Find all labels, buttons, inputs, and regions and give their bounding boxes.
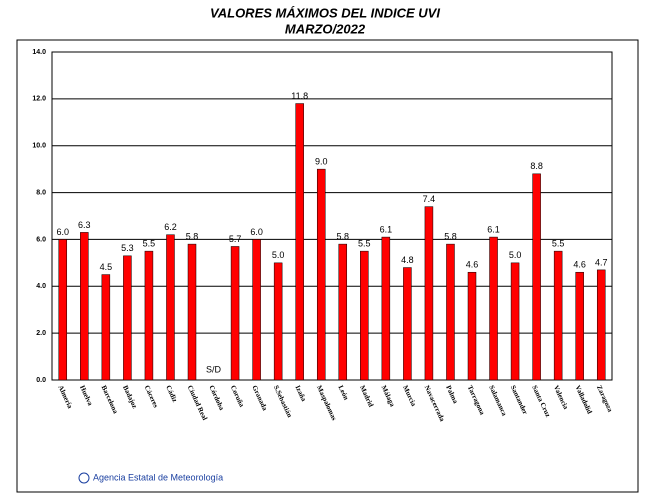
- x-tick-label: Salamanca: [487, 384, 508, 417]
- bar: [403, 267, 412, 381]
- bar: [553, 250, 563, 381]
- chart-title: VALORES MÁXIMOS DEL INDICE UVI: [210, 5, 440, 20]
- y-tick-label: 14.0: [32, 49, 46, 56]
- y-tick-label: 8.0: [36, 189, 46, 196]
- x-tick-label: Valencia: [552, 384, 570, 411]
- y-tick-label: 0.0: [36, 377, 46, 384]
- value-label: 8.8: [530, 161, 543, 171]
- x-tick-label: Huelva: [78, 384, 95, 407]
- value-label: 4.6: [466, 260, 479, 270]
- value-label: 5.5: [358, 239, 371, 249]
- value-label: 6.1: [487, 224, 500, 234]
- x-tick-label: Maspalomas: [315, 384, 338, 422]
- value-label: 9.0: [315, 157, 328, 167]
- bar: [467, 271, 477, 381]
- x-tick-label: Córdoba: [207, 384, 226, 412]
- value-label: 5.0: [272, 250, 285, 260]
- bar: [424, 206, 434, 381]
- bar: [58, 239, 68, 381]
- bar: [123, 255, 132, 381]
- x-tick-label: Ciudad Real: [186, 384, 209, 421]
- x-tick-label: Barcelona: [100, 384, 120, 415]
- x-tick-label: Madrid: [358, 384, 375, 408]
- x-tick-label: Coruña: [229, 384, 246, 409]
- value-label: 5.8: [444, 231, 457, 241]
- bar: [166, 234, 175, 381]
- value-label: 6.1: [380, 224, 393, 234]
- x-tick-label: Tarragona: [466, 384, 487, 417]
- x-tick-label: Zaragoza: [595, 384, 614, 414]
- x-tick-label: Navacerrada: [423, 384, 447, 423]
- bar: [101, 274, 111, 381]
- value-label: 4.5: [100, 262, 113, 272]
- value-label: 4.7: [595, 257, 608, 267]
- value-label: 6.3: [78, 220, 91, 230]
- x-tick-label: Valladolid: [573, 384, 593, 415]
- x-tick-label: Santander: [509, 384, 529, 416]
- bar: [316, 168, 326, 381]
- bar: [510, 262, 520, 381]
- y-tick-label: 2.0: [36, 330, 46, 337]
- frame: [16, 39, 639, 493]
- x-tick-label: Santa Cruz: [530, 384, 552, 418]
- bar: [575, 271, 584, 381]
- bar: [80, 232, 89, 381]
- plot-border: [51, 51, 613, 381]
- bar: [273, 262, 283, 381]
- bar: [295, 103, 304, 381]
- bar: [596, 269, 606, 381]
- value-label: 5.8: [186, 231, 199, 241]
- value-label: 5.8: [337, 231, 350, 241]
- bar: [489, 236, 498, 381]
- x-tick-label: S.Sebastián: [272, 384, 294, 419]
- x-tick-label: Izaña: [293, 384, 308, 403]
- x-tick-label: Palma: [444, 384, 460, 405]
- y-tick-label: 12.0: [32, 96, 46, 103]
- chart-subtitle: MARZO/2022: [285, 21, 366, 36]
- bar: [532, 173, 541, 381]
- y-tick-label: 6.0: [36, 236, 46, 243]
- bar: [360, 250, 369, 381]
- y-tick-label: 10.0: [32, 143, 46, 150]
- value-label: 5.5: [552, 239, 565, 249]
- x-tick-label: Granada: [250, 384, 269, 412]
- value-label: 5.3: [121, 243, 134, 253]
- x-tick-label: Badajoz: [121, 384, 139, 410]
- value-label: 5.0: [509, 250, 522, 260]
- value-label: 7.4: [423, 194, 436, 204]
- x-tick-label: Cádiz: [164, 384, 179, 403]
- x-tick-label: Almería: [56, 384, 74, 410]
- bar: [144, 250, 154, 381]
- y-tick-label: 4.0: [36, 283, 46, 290]
- value-label: 4.8: [401, 255, 414, 265]
- bar: [338, 243, 348, 381]
- bar: [230, 246, 240, 381]
- bar: [381, 236, 391, 381]
- value-label: 5.7: [229, 234, 242, 244]
- value-label: 5.5: [143, 239, 156, 249]
- bar: [187, 243, 197, 381]
- bar: [252, 239, 261, 381]
- value-label: S/D: [206, 364, 222, 374]
- x-tick-label: Cáceres: [143, 384, 160, 409]
- value-label: 6.0: [250, 227, 263, 237]
- value-label: 6.0: [57, 227, 70, 237]
- x-tick-label: Málaga: [380, 384, 397, 408]
- footer: Agencia Estatal de Meteorología: [93, 472, 223, 482]
- value-label: 11.8: [291, 91, 308, 101]
- x-tick-label: Murcia: [401, 384, 418, 408]
- value-label: 6.2: [164, 222, 177, 232]
- copyright-icon: [78, 472, 90, 484]
- value-label: 4.6: [573, 260, 586, 270]
- x-tick-label: León: [336, 384, 350, 401]
- bar: [446, 243, 455, 381]
